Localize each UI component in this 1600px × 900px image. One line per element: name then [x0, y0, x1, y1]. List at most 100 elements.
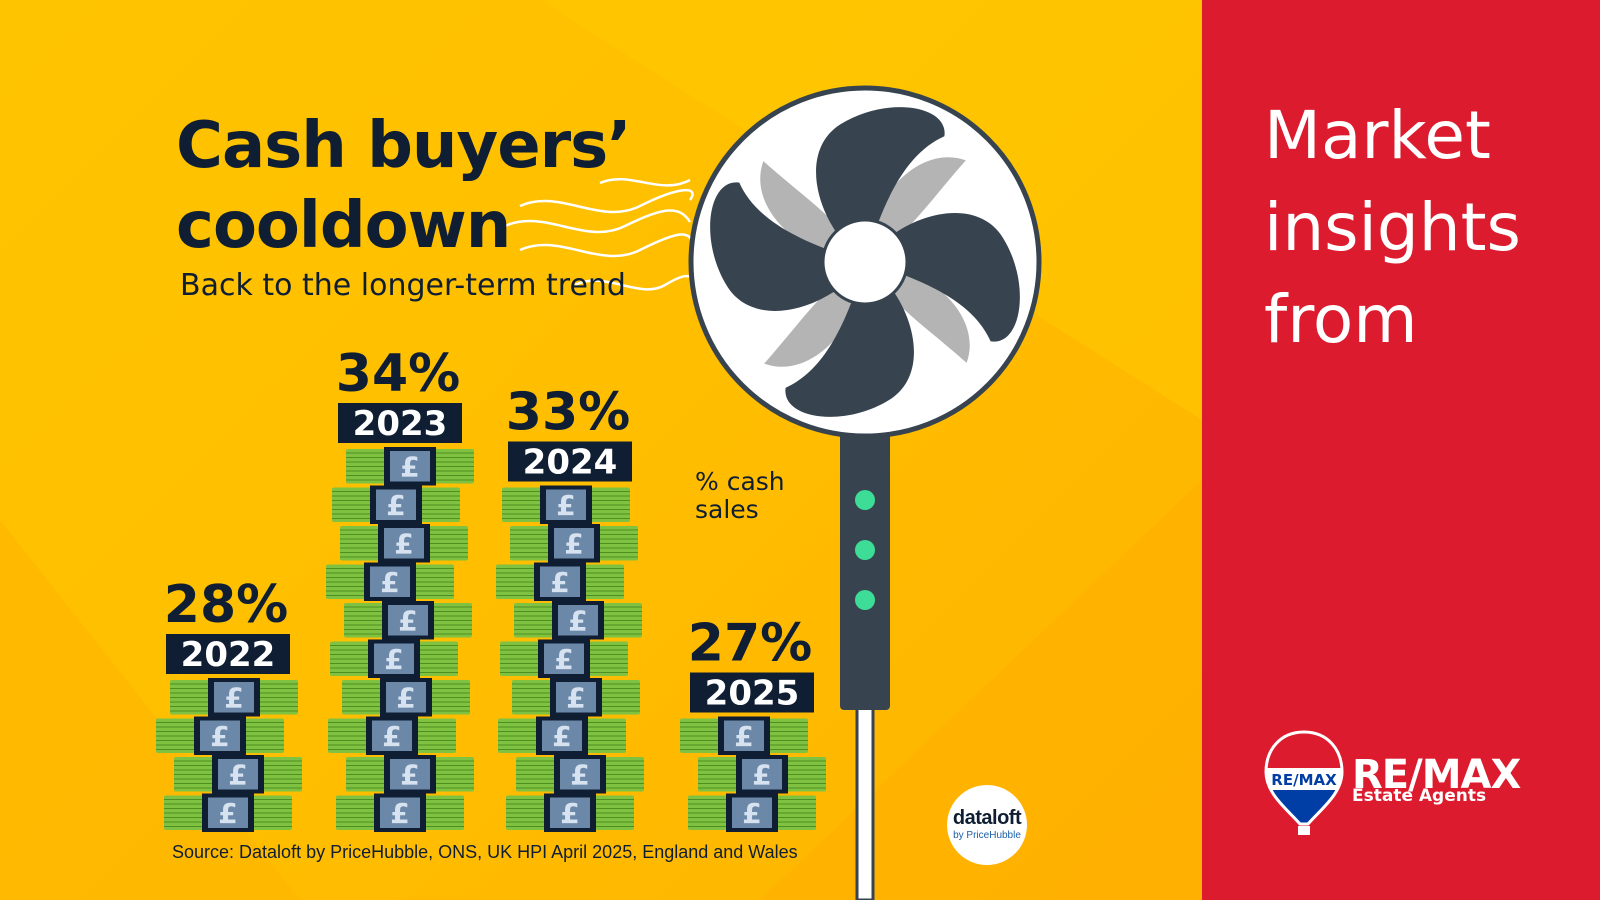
fan-stem — [840, 430, 890, 710]
remax-wordmark: RE/MAX — [1352, 752, 1521, 798]
banknote-stack: £ — [336, 793, 464, 832]
airflow-line — [599, 178, 691, 187]
banknote-stack: £ — [510, 524, 638, 563]
dataloft-badge: dataloft by PriceHubble — [947, 785, 1027, 865]
banknote-stack: £ — [164, 793, 292, 832]
pound-symbol: £ — [384, 643, 403, 676]
banknote-stack: £ — [340, 524, 468, 563]
pound-symbol: £ — [550, 566, 569, 599]
pound-symbol: £ — [556, 489, 575, 522]
balloon-text: RE/MAX — [1271, 771, 1337, 789]
pound-symbol: £ — [564, 528, 583, 561]
year-label-box — [166, 634, 290, 674]
banknote-stack: £ — [326, 562, 454, 601]
year-label-box — [338, 403, 462, 443]
chart-subtitle: Back to the longer-term trend — [180, 268, 626, 303]
banknote-stack: £ — [512, 678, 640, 717]
pound-symbol: £ — [398, 605, 417, 638]
pound-symbol: £ — [400, 451, 419, 484]
pound-symbol: £ — [752, 759, 771, 792]
banknote-stack: £ — [496, 562, 624, 601]
pound-symbol: £ — [400, 759, 419, 792]
unit-label-line-1: % cash — [695, 467, 785, 496]
airflow-line — [519, 189, 694, 214]
banknote-stack: £ — [502, 485, 630, 524]
banknote-stack: £ — [680, 716, 808, 755]
banknote-stack: £ — [516, 755, 644, 794]
banknote-stack: £ — [156, 716, 284, 755]
fan-illustration — [504, 85, 1042, 900]
pound-symbol: £ — [390, 797, 409, 830]
pound-symbol: £ — [380, 566, 399, 599]
pound-symbol: £ — [742, 797, 761, 830]
pound-symbol: £ — [734, 720, 753, 753]
pound-symbol: £ — [210, 720, 229, 753]
infographic-panel: Cash buyers’ cooldown Back to the longer… — [0, 0, 1202, 900]
pound-symbol: £ — [552, 720, 571, 753]
market-insights-heading: Market insights from — [1264, 90, 1584, 366]
banknote-stack: £ — [514, 601, 642, 640]
pound-symbol: £ — [394, 528, 413, 561]
banknote-stack: £ — [346, 447, 474, 486]
pound-symbol: £ — [228, 759, 247, 792]
banknote-stack: £ — [332, 485, 460, 524]
fan-dot — [855, 590, 875, 610]
fan-dot — [855, 540, 875, 560]
banknote-stack: £ — [174, 755, 302, 794]
banknote-stack: £ — [506, 793, 634, 832]
year-label-box — [690, 672, 814, 713]
year-label: 2024 — [523, 443, 618, 483]
panel-line-2: insights — [1264, 189, 1521, 266]
banknote-stack: £ — [688, 793, 816, 832]
title-line-1: Cash buyers’ — [176, 109, 632, 183]
banknote-stack: £ — [328, 716, 456, 755]
banknote-stack: £ — [500, 639, 628, 678]
unit-label: % cash sales — [695, 468, 825, 524]
panel-line-3: from — [1264, 281, 1418, 358]
value-label: 33% — [506, 383, 630, 443]
year-label: 2023 — [353, 404, 448, 444]
airflow-line — [504, 209, 692, 234]
banknote-stack: £ — [346, 755, 474, 794]
year-label: 2025 — [705, 674, 800, 714]
dataloft-byline: by PriceHubble — [953, 830, 1021, 841]
banknote-stack: £ — [342, 678, 470, 717]
chart-title: Cash buyers’ cooldown — [176, 106, 632, 266]
panel-line-1: Market — [1264, 97, 1491, 174]
banknote-stack: £ — [498, 716, 626, 755]
side-panel — [1202, 0, 1600, 900]
pound-symbol: £ — [396, 682, 415, 715]
banknote-stack: £ — [344, 601, 472, 640]
source-note: Source: Dataloft by PriceHubble, ONS, UK… — [172, 842, 798, 862]
pound-symbol: £ — [386, 489, 405, 522]
value-label: 28% — [164, 575, 288, 635]
banknote-stack: £ — [698, 755, 826, 794]
pound-symbol: £ — [554, 643, 573, 676]
banknote-stack: £ — [330, 639, 458, 678]
pound-symbol: £ — [568, 605, 587, 638]
airflow-line — [519, 233, 696, 258]
pound-symbol: £ — [382, 720, 401, 753]
unit-label-line-2: sales — [695, 495, 759, 524]
year-label-box — [508, 441, 632, 482]
pound-symbol: £ — [224, 682, 243, 715]
banknote-stack: £ — [170, 678, 298, 717]
remax-subtitle: Estate Agents — [1352, 786, 1487, 806]
pound-symbol: £ — [566, 682, 585, 715]
dataloft-logo-text: dataloft — [952, 807, 1022, 829]
pound-symbol: £ — [560, 797, 579, 830]
title-line-2: cooldown — [176, 189, 511, 263]
year-label: 2022 — [181, 635, 276, 675]
value-label: 34% — [336, 344, 460, 404]
fan-blades — [710, 107, 1020, 417]
pound-symbol: £ — [570, 759, 589, 792]
remax-balloon-logo: RE/MAX — [1264, 730, 1344, 835]
pound-symbol: £ — [218, 797, 237, 830]
value-label: 27% — [688, 614, 812, 674]
